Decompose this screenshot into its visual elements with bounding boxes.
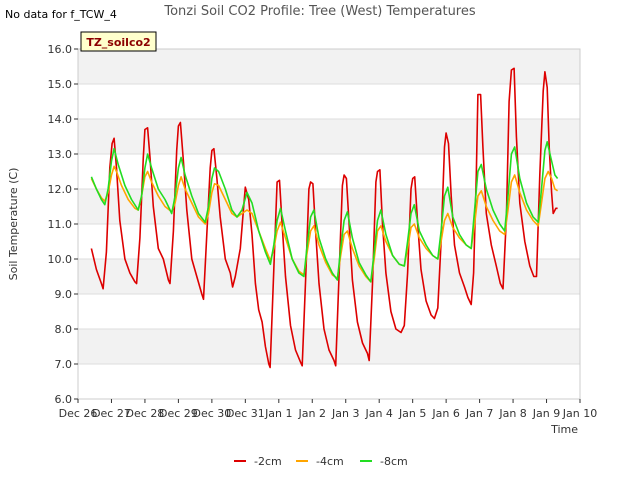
x-tick-label: Dec 27 <box>92 407 131 420</box>
plot-band <box>78 84 580 119</box>
legend-label: -2cm <box>254 455 282 468</box>
y-tick-label: 8.0 <box>55 323 73 336</box>
x-tick-label: Jan 10 <box>562 407 597 420</box>
series-line-2cmcm-line <box>90 67 558 369</box>
x-tick-label: Jan 2 <box>298 407 326 420</box>
plot-band <box>78 154 580 189</box>
x-axis-label: Time <box>550 423 578 436</box>
y-tick-label: 12.0 <box>48 183 73 196</box>
x-tick-label: Jan 4 <box>364 407 392 420</box>
legend-label: -8cm <box>380 455 408 468</box>
plot-band <box>78 294 580 329</box>
y-tick-label: 6.0 <box>55 393 73 406</box>
x-tick-label: Jan 1 <box>264 407 292 420</box>
series-line-4cmcm-line <box>90 165 559 283</box>
x-tick-label: Jan 8 <box>498 407 526 420</box>
y-tick-label: 16.0 <box>48 43 73 56</box>
chart-title: Tonzi Soil CO2 Profile: Tree (West) Temp… <box>163 4 476 19</box>
badge-label: TZ_soilco2 <box>86 36 150 49</box>
x-tick-label: Jan 9 <box>532 407 560 420</box>
x-tick-label: Jan 5 <box>398 407 426 420</box>
plot-band <box>78 49 580 84</box>
plot-band <box>78 364 580 399</box>
badge-box <box>80 31 157 52</box>
x-tick-label: Jan 6 <box>431 407 459 420</box>
y-tick-label: 14.0 <box>48 113 73 126</box>
x-tick-label: Dec 29 <box>159 407 198 420</box>
y-tick-label: 7.0 <box>55 358 73 371</box>
x-tick-label: Dec 28 <box>126 407 165 420</box>
x-tick-label: Jan 3 <box>331 407 359 420</box>
y-tick-label: 13.0 <box>48 148 73 161</box>
y-axis-label: Soil Temperature (C) <box>7 168 20 281</box>
legend: -2cm -4cm -8cm <box>234 455 408 468</box>
plot-band <box>78 329 580 364</box>
plot-band <box>78 224 580 259</box>
x-tick-label: Dec 31 <box>226 407 265 420</box>
legend-label: -4cm <box>316 455 344 468</box>
y-tick-label: 15.0 <box>48 78 73 91</box>
x-tick-label: Dec 26 <box>59 407 98 420</box>
no-data-note: No data for f_TCW_4 <box>5 8 117 21</box>
series-line-8cmcm-line <box>90 141 559 283</box>
badge: TZ_soilco2 <box>80 31 157 52</box>
y-tick-label: 11.0 <box>48 218 73 231</box>
y-tick-label: 9.0 <box>55 288 73 301</box>
x-tick-label: Jan 7 <box>465 407 493 420</box>
x-tick-label: Dec 30 <box>192 407 231 420</box>
y-axis-ticks: 6.0 7.0 8.0 9.0 10.0 11.0 12.0 13.0 14.0 15.0 16.0 <box>48 43 78 406</box>
series-layer <box>90 67 559 369</box>
y-tick-label: 10.0 <box>48 253 73 266</box>
plot-band <box>78 119 580 154</box>
